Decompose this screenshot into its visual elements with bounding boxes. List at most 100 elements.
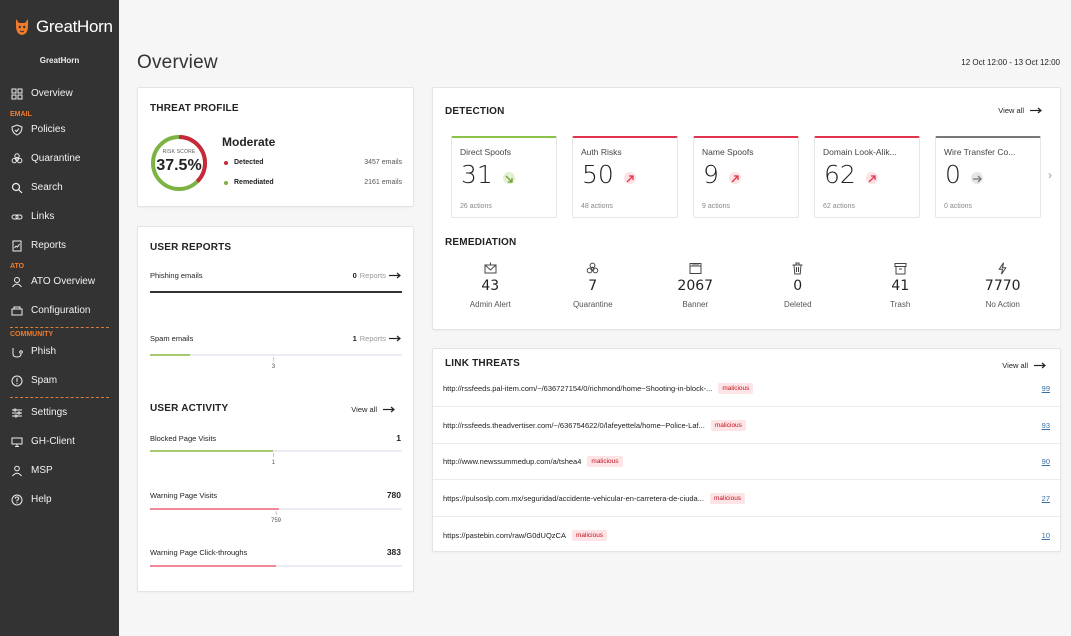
remediation-value: 41 — [891, 278, 910, 294]
spam-reports-link[interactable]: 1 Reports — [353, 334, 401, 343]
malicious-badge: malicious — [571, 529, 608, 541]
blocked-visits-value: 1 — [396, 433, 401, 443]
sidebar-item-help[interactable]: Help — [0, 485, 119, 514]
mail-alert-icon — [484, 262, 497, 274]
spam-report-unit: Reports — [359, 334, 386, 343]
risk-ring-risk — [151, 135, 207, 191]
detection-view-all[interactable]: View all — [998, 106, 1042, 115]
remediation-banner[interactable]: 2067 Banner — [644, 262, 747, 309]
remediation-label: Trash — [890, 300, 911, 309]
malicious-badge: malicious — [710, 419, 746, 431]
phishing-report-count: 0 — [352, 271, 357, 280]
brand-logo[interactable]: GreatHorn — [0, 0, 119, 40]
link-threat-count[interactable]: 90 — [1041, 457, 1050, 466]
link-threat-count[interactable]: 27 — [1041, 493, 1050, 503]
remediation-trash[interactable]: 41 Trash — [849, 262, 952, 309]
sidebar-item-quarantine[interactable]: Quarantine — [0, 144, 119, 173]
detection-card: DETECTION View all Direct Spoofs 31 26 act… — [432, 87, 1061, 330]
warning-visits-value: 780 — [386, 490, 401, 500]
remediation-label: Banner — [682, 300, 709, 309]
risk-score-value: 37.5% — [156, 157, 202, 174]
banner-icon — [689, 263, 702, 274]
sidebar-item-search[interactable]: Search — [0, 173, 119, 202]
trend-down-icon — [503, 172, 515, 184]
remediated-label: Remediated — [234, 179, 274, 186]
spam-bar — [150, 354, 402, 356]
sidebar-item-label: Reports — [31, 240, 67, 251]
risk-score-label: RISK SCORE — [162, 149, 196, 155]
detection-title: DETECTION — [445, 106, 505, 117]
spam-emails-label: Spam emails — [150, 334, 194, 343]
link-threat-count[interactable]: 10 — [1041, 530, 1050, 540]
section-ato: ATO — [10, 263, 25, 270]
detection-tile[interactable]: Wire Transfer Co... 0 0 actions — [935, 136, 1041, 218]
tile-name: Domain Look-Alik... — [823, 147, 897, 157]
detection-tile[interactable]: Domain Look-Alik... 62 62 actions — [814, 136, 920, 218]
sidebar-item-msp[interactable]: MSP — [0, 456, 119, 485]
remediated-dot — [224, 180, 228, 185]
link-threat-url[interactable]: http://www.newssummedup.com/a/tshea4 — [443, 457, 582, 466]
remediation-quarantine[interactable]: 7 Quarantine — [542, 262, 645, 309]
trend-flat-icon — [971, 172, 983, 184]
link-threat-url[interactable]: http://rssfeeds.theadvertiser.com/~/6367… — [443, 420, 705, 430]
link-threat-url[interactable]: https://pulsoslp.com.mx/seguridad/accide… — [443, 493, 704, 503]
phishing-bar-fill — [150, 291, 402, 293]
remediation-admin-alert[interactable]: 43 Admin Alert — [439, 262, 542, 309]
link-threat-row: http://rssfeeds.pal-item.com/~/636727154… — [433, 371, 1062, 407]
ato-icon — [12, 276, 22, 287]
click-throughs-value: 383 — [386, 547, 401, 557]
spam-marker-value: 3 — [271, 364, 276, 370]
sidebar-item-settings[interactable]: Settings — [0, 398, 119, 427]
remediation-deleted[interactable]: 0 Deleted — [747, 262, 850, 309]
arrow-right-icon — [1034, 362, 1046, 369]
link-threat-count[interactable]: 99 — [1041, 384, 1050, 393]
link-threat-row: http://www.newssummedup.com/a/tshea4 mali… — [433, 444, 1062, 480]
link-threats-title: LINK THREATS — [445, 358, 520, 369]
date-range[interactable]: 12 Oct 12:00 - 13 Oct 12:00 — [961, 58, 1060, 67]
link-threat-count[interactable]: 93 — [1041, 420, 1050, 430]
search-icon — [11, 182, 23, 193]
tile-value: 9 — [703, 160, 719, 189]
sidebar-item-links[interactable]: Links — [0, 202, 119, 231]
user-activity-title: USER ACTIVITY — [150, 403, 229, 414]
client-icon — [11, 437, 23, 447]
sidebar-item-configuration[interactable]: Configuration — [0, 296, 119, 325]
report-icon — [12, 240, 22, 251]
blocked-marker-value: 1 — [271, 460, 276, 466]
remediation-value: 43 — [481, 278, 500, 294]
phishing-reports-link[interactable]: 0 Reports — [353, 271, 401, 280]
chevron-right-icon[interactable]: › — [1048, 168, 1052, 182]
sidebar-nav: Overview EMAIL Policies Quarantine Searc… — [0, 79, 119, 514]
link-threats-view-all[interactable]: View all — [1002, 361, 1046, 370]
link-threat-url[interactable]: https://pastebin.com/raw/G0dUQzCA — [443, 530, 566, 540]
tile-value: 50 — [582, 160, 614, 189]
tile-name: Auth Risks — [581, 147, 622, 157]
archive-icon — [894, 263, 907, 275]
remediation-no-action[interactable]: 7770 No Action — [952, 262, 1055, 309]
sidebar-item-reports[interactable]: Reports — [0, 231, 119, 260]
detection-tile[interactable]: Name Spoofs 9 9 actions — [693, 136, 799, 218]
sidebar-item-phish[interactable]: Phish — [0, 337, 119, 366]
sidebar-item-ato-overview[interactable]: ATO Overview — [0, 267, 119, 296]
view-all-label: View all — [998, 106, 1024, 115]
view-all-label: View all — [1002, 361, 1028, 370]
detection-tile[interactable]: Direct Spoofs 31 26 actions — [451, 136, 557, 218]
sidebar-item-policies[interactable]: Policies — [0, 115, 119, 144]
warning-visits-label: Warning Page Visits — [150, 491, 218, 500]
warning-visits-marker: ↑ 759 — [270, 511, 281, 524]
sidebar-item-spam[interactable]: Spam — [0, 366, 119, 395]
detection-tile[interactable]: Auth Risks 50 48 actions — [572, 136, 678, 218]
link-threat-url[interactable]: http://rssfeeds.pal-item.com/~/636727154… — [443, 384, 713, 393]
click-throughs-bar — [150, 565, 402, 567]
detected-value: 3457 emails — [364, 159, 402, 166]
user-reports-title: USER REPORTS — [150, 242, 232, 253]
warning-marker-value: 759 — [270, 518, 281, 524]
sidebar-item-gh-client[interactable]: GH-Client — [0, 427, 119, 456]
link-threats-card: LINK THREATS View all http://rssfeeds.pa… — [432, 348, 1062, 552]
user-activity-view-all[interactable]: View all — [351, 405, 395, 414]
threat-level: Moderate — [222, 135, 276, 149]
click-throughs-bar-fill — [150, 565, 276, 567]
page-title: Overview — [137, 52, 218, 73]
config-icon — [11, 306, 23, 315]
sidebar-item-overview[interactable]: Overview — [0, 79, 119, 108]
